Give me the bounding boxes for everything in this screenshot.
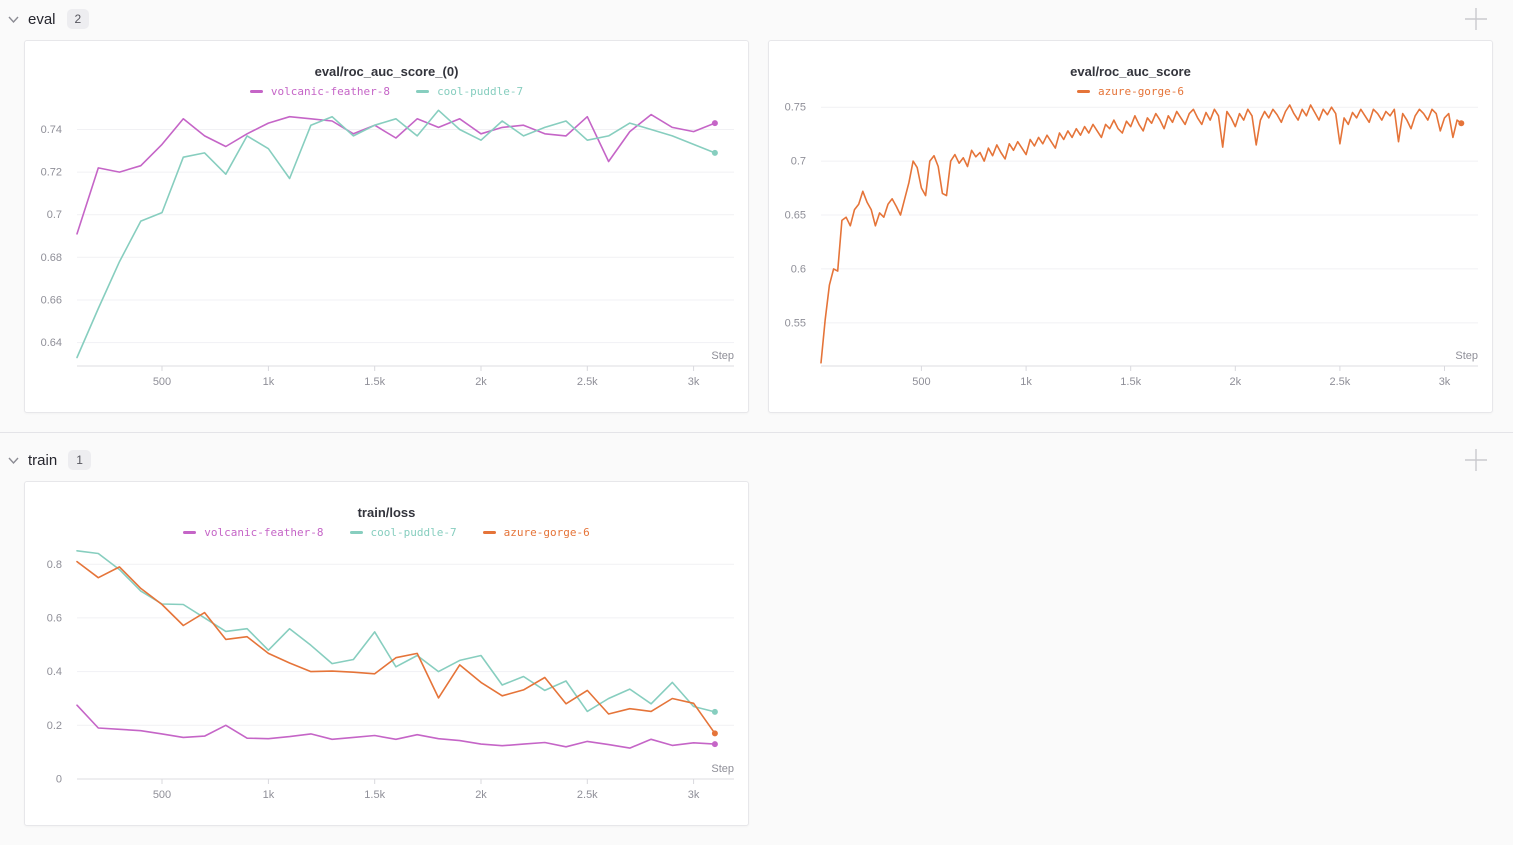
chart-legend: volcanic-feather-8 cool-puddle-7 azure-g…	[25, 524, 748, 540]
legend-swatch	[183, 530, 197, 534]
svg-text:Step: Step	[711, 763, 734, 775]
add-panel-icon[interactable]	[1463, 6, 1489, 32]
legend-swatch	[1076, 89, 1090, 93]
svg-text:2.5k: 2.5k	[577, 789, 598, 801]
svg-text:1.5k: 1.5k	[364, 789, 385, 801]
svg-text:0.66: 0.66	[41, 295, 62, 307]
svg-text:0.55: 0.55	[785, 317, 806, 329]
section-eval-count-badge: 2	[66, 9, 90, 29]
legend-run-name: azure-gorge-6	[1097, 84, 1185, 98]
svg-text:3k: 3k	[688, 789, 700, 801]
panel-eval-roc-auc-score: eval/roc_auc_score azure-gorge-6 0.55 0.6…	[768, 40, 1493, 413]
legend-item-azure-gorge-6[interactable]: azure-gorge-6	[1076, 84, 1185, 98]
svg-text:0.74: 0.74	[41, 124, 62, 136]
legend-item-cool-puddle-7[interactable]: cool-puddle-7	[416, 85, 523, 98]
svg-text:0.4: 0.4	[47, 666, 62, 678]
svg-text:500: 500	[153, 376, 171, 388]
svg-text:Step: Step	[711, 350, 734, 362]
svg-text:1k: 1k	[1020, 376, 1032, 388]
chevron-down-icon[interactable]	[7, 12, 21, 26]
section-eval-title[interactable]: eval	[28, 10, 56, 28]
section-train-header: train 1	[5, 447, 1493, 473]
legend-item-volcanic-feather-8[interactable]: volcanic-feather-8	[249, 84, 391, 98]
chart-title: eval/roc_auc_score_(0)	[314, 64, 459, 79]
legend-swatch	[416, 89, 430, 93]
chart-title: train/loss	[357, 505, 416, 520]
svg-text:0.7: 0.7	[791, 156, 806, 168]
chevron-down-icon[interactable]	[7, 453, 21, 467]
legend-swatch	[349, 530, 363, 534]
section-eval: eval 2 eval/roc_auc_score_(0) volcanic-f…	[5, 6, 1493, 413]
chart-title: eval/roc_auc_score	[1070, 64, 1191, 79]
svg-text:1k: 1k	[263, 789, 275, 801]
svg-text:2.5k: 2.5k	[1330, 376, 1351, 388]
legend-run-name: azure-gorge-6	[503, 525, 590, 539]
legend-run-name: volcanic-feather-8	[270, 84, 391, 98]
svg-text:3k: 3k	[688, 376, 700, 388]
svg-text:3k: 3k	[1439, 376, 1451, 388]
svg-text:0.2: 0.2	[47, 720, 62, 732]
svg-text:0.6: 0.6	[47, 612, 62, 624]
legend-run-name: volcanic-feather-8	[204, 525, 324, 539]
svg-text:1.5k: 1.5k	[1120, 376, 1141, 388]
svg-text:0.8: 0.8	[47, 559, 62, 571]
line-chart-eval-roc-auc-score-0[interactable]: 0.64 0.66 0.68 0.7 0.72 0.74 500 1k 1.5k 2k 2.5k 3k…	[25, 99, 748, 404]
svg-text:Step: Step	[1455, 350, 1478, 362]
legend-run-name: cool-puddle-7	[437, 84, 524, 98]
line-chart-train-loss[interactable]: 0 0.2 0.4 0.6 0.8 500 1k 1.5k 2k 2.5k 3k Step	[25, 540, 748, 817]
svg-text:1k: 1k	[263, 376, 275, 388]
panel-train-loss: train/loss volcanic-feather-8 cool-puddl…	[24, 481, 749, 826]
section-train-title[interactable]: train	[28, 451, 58, 469]
svg-text:0.72: 0.72	[41, 167, 62, 179]
chart-legend: azure-gorge-6	[769, 83, 1492, 99]
legend-swatch	[249, 89, 263, 93]
svg-text:0: 0	[56, 774, 62, 786]
legend-item-azure-gorge-6[interactable]: azure-gorge-6	[482, 525, 590, 539]
section-train-count-badge: 1	[68, 450, 91, 470]
svg-text:0.6: 0.6	[791, 263, 806, 275]
svg-text:2k: 2k	[1229, 376, 1241, 388]
line-chart-eval-roc-auc-score[interactable]: 0.55 0.6 0.65 0.7 0.75 500 1k 1.5k 2k 2.5k 3k Step	[769, 99, 1492, 404]
chart-legend: volcanic-feather-8 cool-puddle-7	[25, 83, 748, 99]
legend-run-name: cool-puddle-7	[370, 525, 457, 539]
svg-text:2.5k: 2.5k	[577, 376, 598, 388]
eval-panels-row: eval/roc_auc_score_(0) volcanic-feather-…	[5, 40, 1493, 413]
svg-text:500: 500	[153, 789, 171, 801]
legend-item-volcanic-feather-8[interactable]: volcanic-feather-8	[183, 525, 324, 539]
legend-swatch	[482, 530, 496, 534]
svg-text:0.68: 0.68	[41, 252, 62, 264]
svg-text:0.64: 0.64	[41, 337, 62, 349]
panel-eval-roc-auc-score-0: eval/roc_auc_score_(0) volcanic-feather-…	[24, 40, 749, 413]
svg-text:500: 500	[912, 376, 930, 388]
svg-text:0.75: 0.75	[785, 102, 806, 114]
svg-text:0.65: 0.65	[785, 210, 806, 222]
svg-text:2k: 2k	[475, 789, 487, 801]
legend-item-cool-puddle-7[interactable]: cool-puddle-7	[349, 525, 457, 539]
svg-text:2k: 2k	[475, 376, 487, 388]
svg-text:0.7: 0.7	[47, 209, 62, 221]
train-panels-row: train/loss volcanic-feather-8 cool-puddl…	[5, 481, 1493, 826]
section-train: train 1 train/loss volcanic-feather-8 co…	[0, 432, 1513, 845]
add-panel-icon[interactable]	[1463, 447, 1489, 473]
section-eval-header: eval 2	[5, 6, 1493, 32]
svg-text:1.5k: 1.5k	[364, 376, 385, 388]
